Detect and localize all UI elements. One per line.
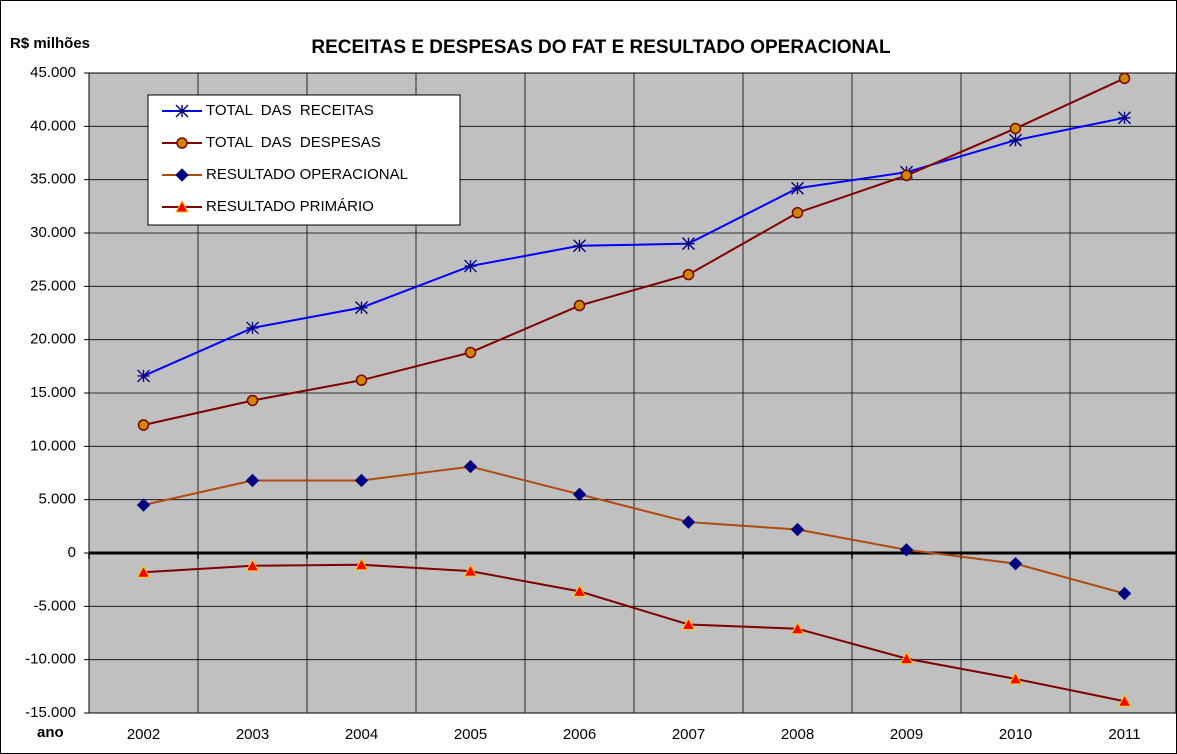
x-tick-label: 2011 [1108, 726, 1140, 743]
marker [175, 104, 189, 118]
marker [464, 346, 477, 359]
marker [464, 259, 477, 273]
legend [147, 94, 461, 226]
y-tick-label: 5.000 [38, 491, 76, 508]
marker [136, 565, 151, 578]
series-line [143, 465, 1125, 595]
marker [355, 374, 368, 386]
marker [1009, 122, 1022, 135]
series-line [143, 563, 1125, 703]
marker [246, 321, 259, 335]
legend-label: RESULTADO OPERACIONAL [206, 166, 408, 183]
marker [245, 473, 260, 488]
x-tick-label: 2006 [563, 726, 596, 743]
marker [1009, 133, 1022, 147]
x-tick-label: 2004 [345, 726, 378, 743]
marker [1008, 556, 1023, 571]
series-line [143, 116, 1125, 377]
marker [1008, 671, 1023, 685]
y-tick-label: -10.000 [25, 651, 76, 668]
chart-title: RECEITAS E DESPESAS DO FAT E RESULTADO O… [311, 37, 891, 58]
marker [136, 498, 151, 512]
marker [246, 394, 259, 407]
marker [354, 473, 369, 488]
marker [1118, 111, 1131, 125]
marker [681, 515, 696, 529]
y-tick-label: 25.000 [30, 277, 76, 294]
marker [791, 206, 804, 219]
marker [572, 584, 587, 597]
y-tick-label: 45.000 [30, 64, 76, 81]
marker [899, 543, 914, 557]
marker [790, 621, 805, 635]
marker [573, 299, 586, 312]
marker [463, 459, 478, 474]
y-tick-label: -5.000 [33, 597, 76, 614]
y-tick-label: 20.000 [30, 331, 76, 348]
marker [355, 301, 368, 315]
y-tick-label: 10.000 [30, 437, 76, 454]
marker [900, 169, 913, 182]
legend-label: RESULTADO PRIMÁRIO [206, 198, 374, 215]
marker [1117, 586, 1132, 601]
x-tick-label: 2009 [890, 726, 923, 743]
legend-label: TOTAL DAS RECEITAS [206, 102, 374, 119]
marker [1117, 694, 1132, 707]
marker [175, 168, 189, 182]
marker [463, 564, 478, 577]
y-tick-label: 15.000 [30, 384, 76, 401]
marker [790, 522, 805, 537]
marker [573, 239, 586, 253]
marker [682, 237, 695, 251]
marker [175, 199, 189, 213]
marker [791, 181, 804, 195]
marker [245, 558, 260, 572]
y-axis-label: R$ milhões [10, 35, 90, 52]
x-tick-label: 2007 [672, 726, 705, 743]
marker [1118, 72, 1131, 85]
x-tick-label: 2002 [127, 726, 160, 743]
marker [682, 268, 695, 281]
y-tick-label: 0 [68, 544, 76, 561]
y-tick-label: 35.000 [30, 171, 76, 188]
x-tick-label: 2008 [781, 726, 814, 743]
marker [899, 651, 914, 665]
marker [681, 617, 696, 630]
y-tick-label: 40.000 [30, 117, 76, 134]
marker [137, 369, 150, 383]
legend-label: TOTAL DAS DESPESAS [206, 134, 381, 151]
marker [176, 137, 188, 149]
y-tick-label: 30.000 [30, 224, 76, 241]
series-line [143, 77, 1125, 426]
y-tick-label: -15.000 [25, 704, 76, 721]
x-tick-label: 2005 [454, 726, 487, 743]
x-axis-label: ano [37, 724, 64, 741]
marker [572, 487, 587, 502]
marker [137, 419, 150, 431]
x-tick-label: 2010 [999, 726, 1032, 743]
marker [354, 557, 369, 571]
x-tick-label: 2003 [236, 726, 269, 743]
